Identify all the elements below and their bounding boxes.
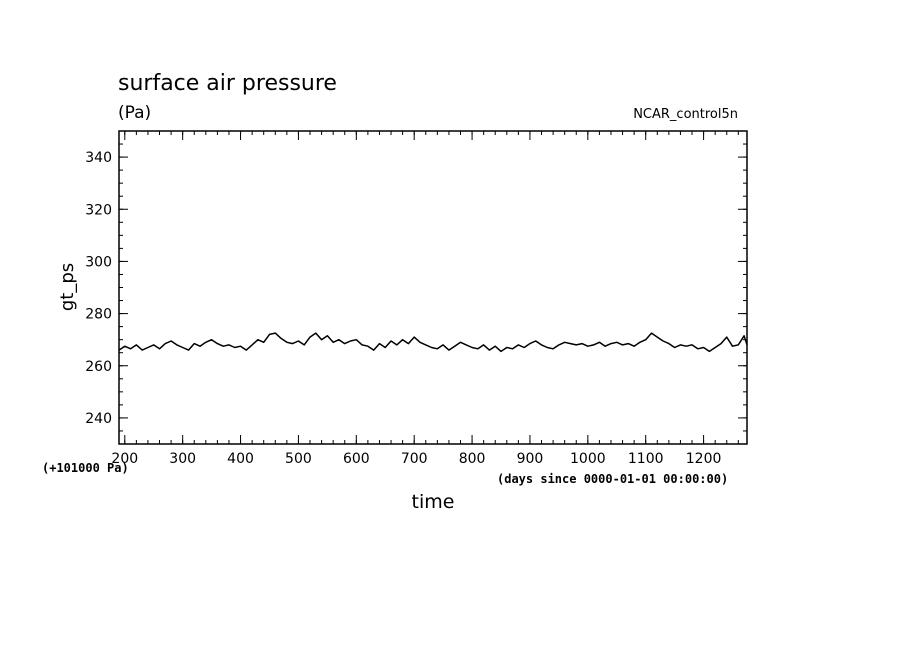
x-tick-label: 200: [111, 451, 138, 467]
x-tick-label: 1000: [570, 451, 606, 467]
x-tick-label: 1200: [686, 451, 722, 467]
y-tick-label: 340: [85, 150, 112, 166]
x-tick-label: 700: [401, 451, 428, 467]
run-label: NCAR_control5n: [633, 107, 738, 122]
y-axis-label: gt_ps: [57, 263, 78, 311]
x-tick-label: 800: [459, 451, 486, 467]
x-units-note: (days since 0000-01-01 00:00:00): [497, 472, 728, 486]
x-tick-label: 1100: [628, 451, 664, 467]
chart-title: surface air pressure: [118, 71, 337, 96]
x-axis-label: time: [412, 491, 455, 513]
plot-frame: [118, 130, 748, 445]
y-tick-label: 260: [85, 359, 112, 375]
y-tick-label: 240: [85, 411, 112, 427]
x-tick-label: 500: [285, 451, 312, 467]
y-tick-label: 300: [85, 254, 112, 270]
units-label: (Pa): [118, 103, 151, 123]
x-tick-label: 400: [227, 451, 254, 467]
y-tick-label: 320: [85, 202, 112, 218]
y-tick-label: 280: [85, 307, 112, 323]
series-line-gt_ps: [118, 332, 748, 353]
x-tick-label: 600: [343, 451, 370, 467]
tick-layer: 200 300 400 500 600 700 800 900 1000 1100 1200 240 2…: [85, 130, 747, 467]
x-tick-label: 900: [517, 451, 544, 467]
y-offset-note: (+101000 Pa): [42, 461, 129, 475]
x-tick-label: 300: [169, 451, 196, 467]
